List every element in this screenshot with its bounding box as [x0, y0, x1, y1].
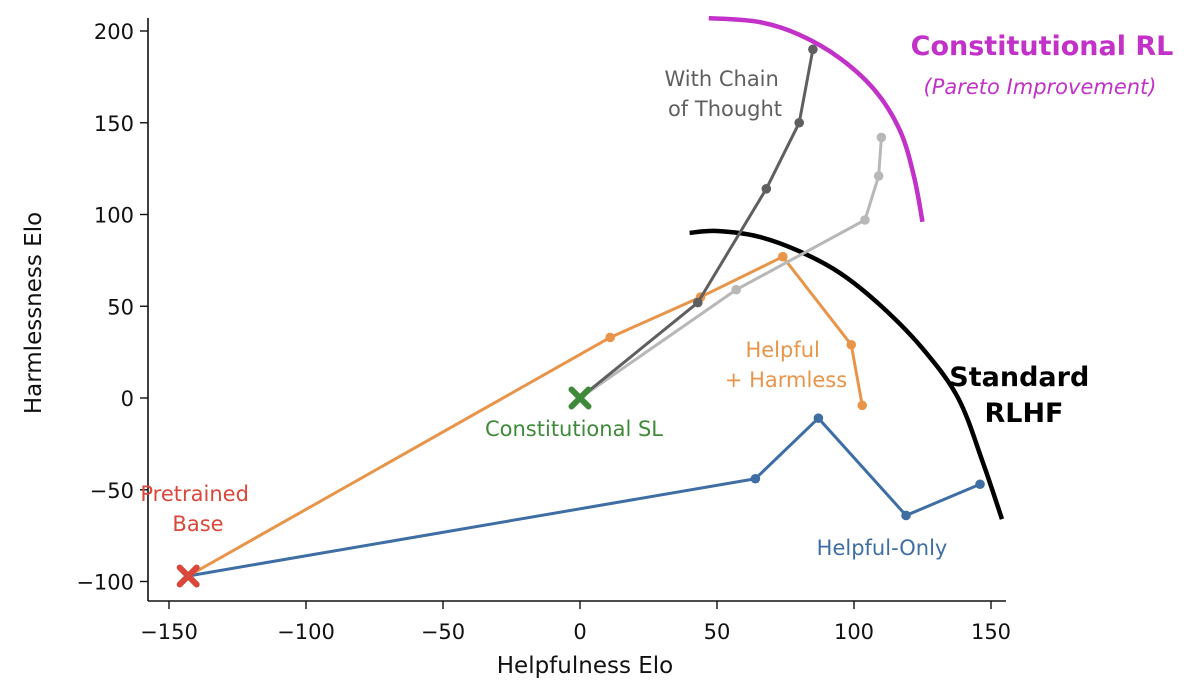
- helpful-harmless-line: [187, 255, 864, 578]
- helpful-harmless-point: [777, 251, 788, 262]
- frontier-layer: [689, 15, 1005, 520]
- x-tick-label: 0: [573, 620, 586, 644]
- y-tick-label: 100: [94, 204, 134, 228]
- constitutional-sl-label: Constitutional SL: [485, 417, 663, 441]
- helpful-only-label: Helpful-Only: [817, 536, 948, 560]
- y-tick-label: 0: [121, 387, 134, 411]
- x-axis-label: Helpfulness Elo: [497, 653, 674, 679]
- helpful-harmless-point: [846, 339, 857, 350]
- x-tick-label: −50: [421, 620, 465, 644]
- x-tick-label: 150: [971, 620, 1011, 644]
- constitutional-rl-line: [579, 137, 883, 400]
- y-tick-label: 200: [94, 20, 134, 44]
- chain-of-thought-label: With Chain of Thought: [664, 67, 785, 121]
- x-tick-label: 100: [834, 620, 874, 644]
- pretrained-base-label-line2: Base: [172, 512, 223, 536]
- constitutional-rl-point: [873, 171, 884, 181]
- chain-of-thought-point: [761, 184, 772, 194]
- chain-of-thought-label-line1: With Chain: [664, 67, 778, 91]
- series-layer: [187, 44, 985, 578]
- pretrained-base-marker: [176, 564, 200, 588]
- chain-of-thought-point: [808, 44, 818, 55]
- y-tick-label: −50: [90, 479, 134, 503]
- helpful-harmless-label-line2: + Harmless: [725, 368, 847, 392]
- constitutional-rl-subtitle: (Pareto Improvement): [924, 75, 1157, 99]
- y-tick-label: 150: [94, 112, 134, 136]
- constitutional-rl-frontier: [708, 15, 925, 223]
- helpful-harmless-label: Helpful + Harmless: [725, 338, 847, 392]
- standard-rlhf-label-line2: RLHF: [984, 398, 1063, 429]
- helpful-only-point: [975, 479, 985, 490]
- helpful-only-point: [901, 510, 911, 521]
- pretrained-base-label-line1: Pretrained: [140, 482, 249, 506]
- helpful-harmless-point: [857, 400, 868, 411]
- y-tick-label: −100: [76, 571, 134, 595]
- chain-of-thought-point: [794, 117, 804, 128]
- marker-layer: [176, 386, 592, 588]
- constitutional-sl-marker: [568, 386, 592, 410]
- constitutional-rl-label: Constitutional RL: [911, 31, 1174, 62]
- helpful-only-point: [750, 473, 761, 484]
- helpful-only-point: [813, 413, 824, 423]
- y-axis-label: Harmlessness Elo: [21, 212, 47, 414]
- x-tick-label: −150: [140, 620, 198, 644]
- chain-of-thought-point: [693, 297, 703, 308]
- chain-of-thought-label-line2: of Thought: [668, 97, 782, 121]
- axes: −150 −100 −50 0 50 100 150 −100 −50 0 50 100 150 200: [76, 18, 1011, 644]
- helpful-harmless-label-line1: Helpful: [745, 338, 819, 362]
- pretrained-base-label: Pretrained Base: [140, 482, 255, 536]
- standard-rlhf-label: Standard RLHF: [949, 362, 1098, 429]
- x-tick-label: −100: [277, 620, 335, 644]
- standard-rlhf-label-line1: Standard: [949, 362, 1089, 393]
- standard-rlhf-frontier: [689, 228, 1005, 520]
- constitutional-rl-point: [860, 215, 870, 225]
- constitutional-rl-point: [876, 132, 887, 143]
- x-tick-label: 50: [704, 620, 731, 644]
- helpful-harmless-point: [605, 332, 615, 343]
- constitutional-rl-point: [731, 284, 741, 295]
- y-tick-label: 50: [107, 295, 134, 319]
